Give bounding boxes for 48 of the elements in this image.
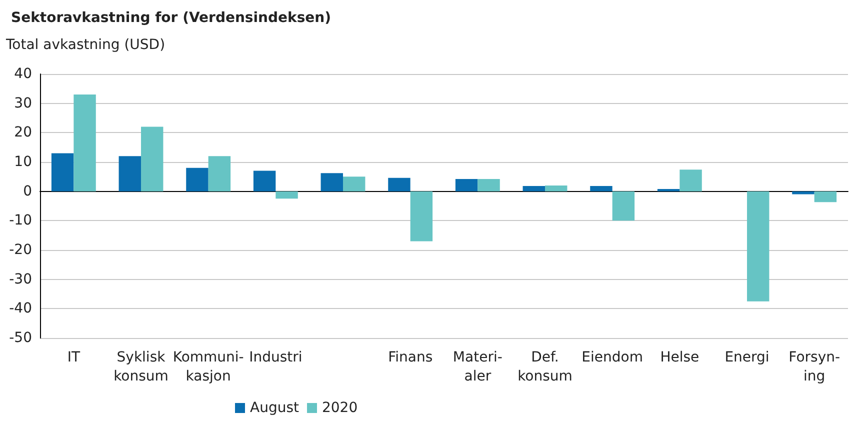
bar: [253, 170, 276, 192]
bar: [522, 186, 545, 192]
y-axis-title: Total avkastning (USD): [5, 37, 166, 53]
x-tick-label: Helse: [660, 350, 700, 366]
x-tick-label: Forsyn- ing: [788, 350, 840, 384]
x-tick-label: Materi- aler: [452, 350, 502, 384]
legend-label: August: [250, 400, 300, 416]
bar: [208, 156, 231, 192]
x-tick-label: Finans: [388, 350, 433, 366]
y-tick-label: 30: [14, 95, 32, 112]
bar: [186, 168, 208, 192]
x-tick-label: Kommuni- kasjon: [172, 350, 244, 384]
bar: [276, 191, 298, 199]
bar: [141, 126, 164, 192]
bar: [747, 191, 770, 302]
bar: [612, 191, 635, 221]
bar: [814, 191, 837, 202]
bar: [74, 94, 96, 192]
bar: [680, 170, 702, 192]
x-tick-label: Industri: [249, 350, 302, 366]
bar: [51, 153, 74, 192]
bar: [590, 186, 612, 192]
bar: [118, 156, 141, 192]
bar: [410, 191, 433, 242]
bar: [792, 191, 814, 194]
x-tick-label: Syklisk konsum: [114, 350, 168, 384]
x-tick-label: Energi: [724, 350, 770, 366]
y-tick-label: 0: [23, 183, 32, 200]
y-tick-label: -30: [9, 271, 32, 288]
x-tick-label: IT: [67, 350, 80, 366]
bar: [545, 185, 568, 192]
y-tick-label: 40: [14, 66, 32, 82]
x-tick-label: Eiendom: [582, 350, 643, 366]
bar: [455, 179, 478, 192]
y-tick-label: 20: [14, 124, 32, 141]
y-tick-label: -50: [9, 330, 32, 346]
y-tick-label: 10: [14, 154, 32, 170]
bar: [388, 178, 410, 192]
legend-label: 2020: [322, 400, 358, 416]
bar: [320, 173, 343, 192]
bar: [478, 179, 500, 192]
y-tick-label: -20: [9, 242, 32, 258]
bar: [657, 188, 680, 192]
x-tick-label: Def. konsum: [518, 350, 572, 384]
chart-title: Sektoravkastning for (Verdensindeksen): [11, 10, 332, 26]
bar: [343, 176, 366, 192]
y-tick-label: -40: [9, 300, 32, 317]
y-tick-label: -10: [9, 212, 32, 229]
